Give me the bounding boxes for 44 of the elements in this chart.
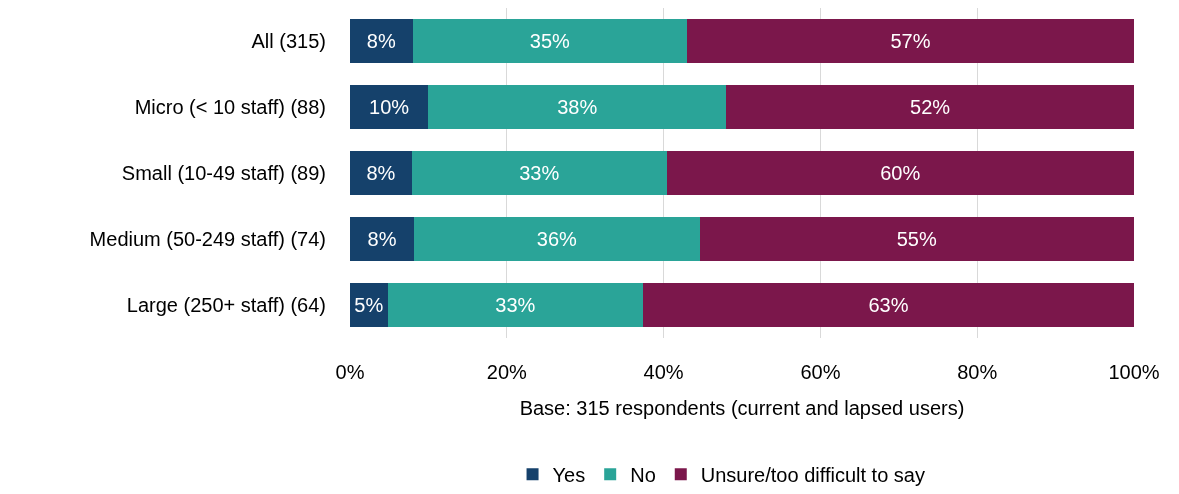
x-tick-label: 20% (486, 361, 528, 383)
data-label: 55% (896, 228, 937, 250)
data-label: 5% (354, 294, 384, 316)
y-tick-label: All (315) (251, 30, 326, 52)
data-label: 38% (557, 96, 598, 118)
data-label: 57% (890, 30, 931, 52)
x-tick-label: 40% (643, 361, 684, 383)
bar (350, 150, 412, 196)
legend-label: Unsure/too difficult to say (700, 464, 925, 487)
bar (350, 84, 429, 130)
data-label: 8% (366, 30, 396, 52)
bar (411, 150, 667, 196)
y-tick-label: Large (250+ staff) (64) (126, 294, 326, 316)
y-tick-label: Small (10-49 staff) (89) (121, 162, 326, 184)
data-label: 35% (529, 30, 571, 52)
bar (412, 18, 688, 64)
data-label: 52% (910, 96, 951, 118)
x-axis-title: Base: 315 respondents (current and lapsed users) (519, 396, 965, 419)
bar (643, 282, 1134, 328)
bar (726, 84, 1134, 130)
data-label: 60% (880, 162, 921, 184)
bar (699, 216, 1134, 262)
bar (414, 216, 700, 262)
data-label: 10% (369, 96, 410, 118)
bar (666, 150, 1134, 196)
data-label: 8% (367, 228, 397, 250)
bar (387, 282, 644, 328)
data-label: 33% (519, 162, 560, 184)
y-tick-label: Medium (50-249 staff) (74) (89, 228, 326, 250)
x-tick-label: 80% (957, 361, 998, 383)
x-tick-label: 100% (1108, 361, 1160, 383)
x-tick-label: 60% (800, 361, 841, 383)
x-tick-label: 0% (335, 361, 365, 383)
bar (350, 18, 413, 64)
data-label: 33% (495, 294, 536, 316)
y-tick-label: Micro (< 10 staff) (88) (134, 96, 326, 118)
data-label: 36% (536, 228, 578, 250)
legend-label: No (630, 464, 656, 487)
legend-label: Yes (552, 464, 586, 487)
bar (350, 216, 415, 262)
bar (687, 18, 1134, 64)
bar (428, 84, 727, 130)
data-label: 63% (868, 294, 909, 316)
data-label: 8% (366, 162, 396, 184)
